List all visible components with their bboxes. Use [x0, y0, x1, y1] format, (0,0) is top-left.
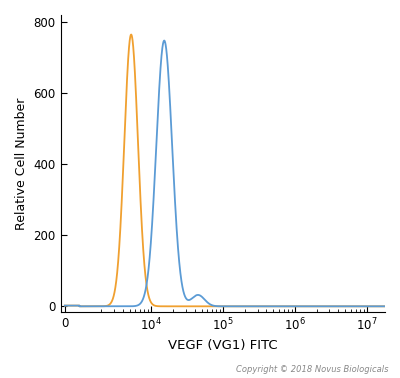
Text: Copyright © 2018 Novus Biologicals: Copyright © 2018 Novus Biologicals [236, 365, 388, 374]
Y-axis label: Relative Cell Number: Relative Cell Number [15, 97, 28, 229]
X-axis label: VEGF (VG1) FITC: VEGF (VG1) FITC [168, 339, 278, 352]
